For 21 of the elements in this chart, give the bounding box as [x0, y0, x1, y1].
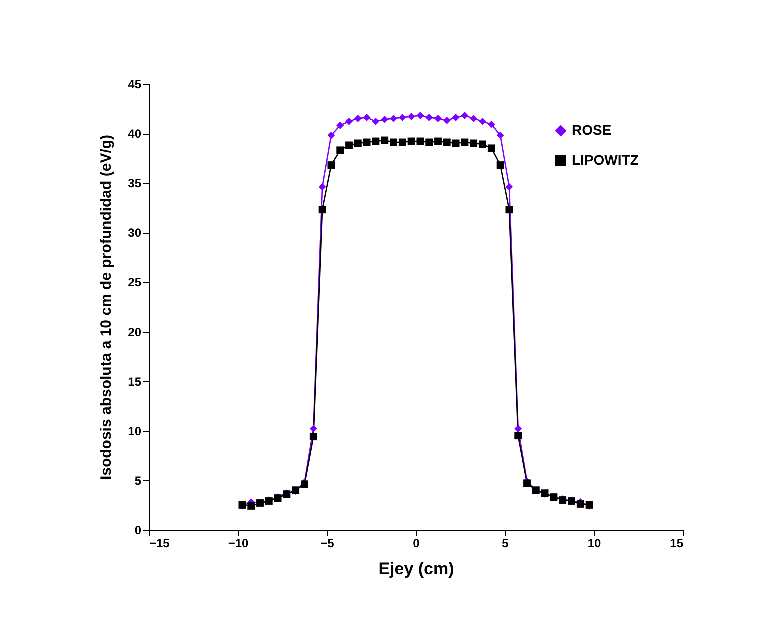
legend-label: ROSE	[572, 122, 612, 138]
y-tick-label: 35	[128, 176, 142, 191]
legend-label: LIPOWITZ	[572, 152, 640, 168]
x-tick-label: −15	[150, 536, 170, 550]
y-tick-label: 40	[128, 127, 142, 142]
x-tick-label: 0	[413, 536, 420, 550]
y-tick-label: 30	[128, 226, 142, 240]
y-tick-label: 20	[128, 325, 142, 340]
x-axis-title: Ejey (cm)	[378, 560, 454, 578]
x-tick-label: 10	[588, 536, 602, 550]
y-axis-title: Isodosis absoluta a 10 cm de profundidad (eV/g)	[98, 134, 116, 480]
x-tick-label: 15	[670, 536, 684, 550]
y-tick-label: 5	[134, 474, 142, 488]
y-tick-label: 15	[128, 374, 142, 389]
y-tick-label: 45	[128, 78, 142, 92]
x-tick-label: −10	[228, 536, 249, 550]
y-tick-label: 0	[134, 524, 142, 538]
x-tick-label: 5	[502, 536, 510, 550]
x-tick-label: −5	[320, 536, 335, 550]
y-tick-label: 25	[128, 276, 142, 290]
y-tick-label: 10	[128, 424, 142, 438]
